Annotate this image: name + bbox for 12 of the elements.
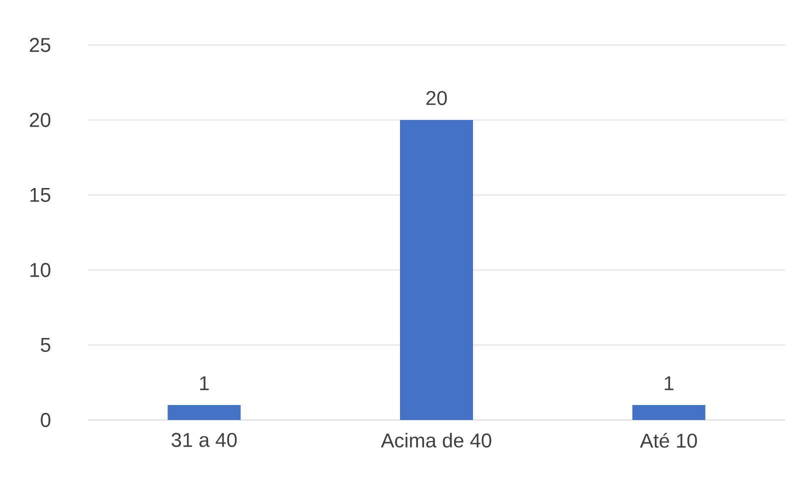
y-tick-label: 10 [30, 262, 50, 278]
y-tick-label: 5 [40, 338, 50, 352]
y-tick-label: 25 [30, 38, 50, 52]
y-tick-label: 20 [30, 112, 50, 128]
x-tick-label: Até 10 [640, 432, 697, 448]
data-label: 1 [664, 376, 674, 390]
data-label: 20 [426, 90, 447, 106]
y-tick-label: 0 [40, 412, 50, 428]
data-label: 1 [200, 376, 209, 390]
x-tick-label: Acima de 40 [380, 432, 492, 448]
x-tick-label: 31 a 40 [172, 432, 237, 448]
y-tick-label: 15 [30, 188, 50, 202]
